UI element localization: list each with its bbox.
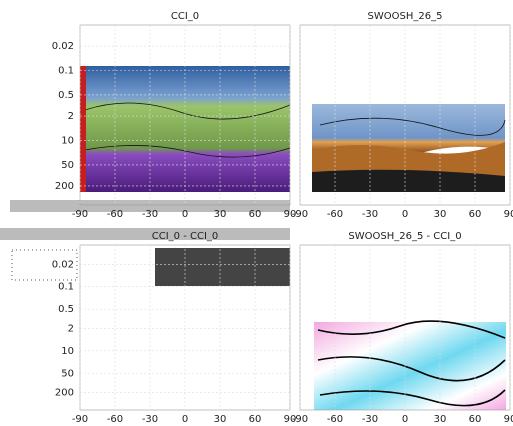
x-tick-label: 30: [214, 414, 227, 425]
x-tick-label: -60: [327, 209, 343, 220]
x-tick-label: 90: [504, 209, 513, 220]
x-tick-label: -60: [107, 209, 123, 220]
panel-title: SWOOSH_26_5: [368, 11, 443, 22]
y-tick-label: 200: [55, 181, 74, 192]
x-tick-label: 30: [434, 209, 447, 220]
x-tick-label: 0: [182, 414, 188, 425]
x-tick-label: -90: [292, 414, 308, 425]
contour-field: [314, 322, 506, 410]
y-tick-label: 0.5: [58, 90, 74, 101]
y-tick-label: 2: [68, 111, 74, 122]
edge: [80, 66, 86, 192]
panel-title: CCI_0 - CCI_0: [152, 231, 219, 242]
x-tick-label: 0: [182, 209, 188, 220]
glitch-block: [155, 248, 290, 286]
x-tick-label: 30: [214, 209, 227, 220]
x-tick-label: -90: [292, 209, 308, 220]
y-tick-label: 0.1: [58, 282, 74, 293]
glitch-band: [0, 228, 290, 240]
y-tick-label: 0.02: [52, 259, 74, 270]
x-tick-label: 60: [249, 209, 262, 220]
x-tick-label: 60: [249, 414, 262, 425]
x-tick-label: -90: [72, 414, 88, 425]
x-tick-label: -30: [142, 209, 158, 220]
y-tick-label: 0.5: [58, 304, 74, 315]
x-tick-label: 90: [504, 414, 513, 425]
y-tick-label: 200: [55, 388, 74, 399]
y-tick-label: 0.1: [58, 66, 74, 77]
x-tick-label: -30: [362, 209, 378, 220]
panel-title: CCI_0: [171, 11, 199, 22]
x-tick-label: 60: [469, 414, 482, 425]
x-tick-label: -30: [362, 414, 378, 425]
x-tick-label: -60: [327, 414, 343, 425]
y-tick-label: 50: [61, 368, 74, 379]
x-tick-label: -30: [142, 414, 158, 425]
x-tick-label: 0: [402, 209, 408, 220]
x-tick-label: -60: [107, 414, 123, 425]
y-tick-label: 2: [68, 323, 74, 334]
y-tick-label: 10: [61, 135, 74, 146]
y-tick-label: 50: [61, 160, 74, 171]
x-tick-label: -90: [72, 209, 88, 220]
y-tick-label: 10: [61, 346, 74, 357]
x-tick-label: 30: [434, 414, 447, 425]
x-tick-label: 60: [469, 209, 482, 220]
x-tick-label: 0: [402, 414, 408, 425]
figure: CCI_0-90-60-3003060900.020.10.521050200S…: [0, 0, 513, 426]
panel-title: SWOOSH_26_5 - CCI_0: [348, 231, 461, 242]
y-tick-label: 0.02: [52, 41, 74, 52]
